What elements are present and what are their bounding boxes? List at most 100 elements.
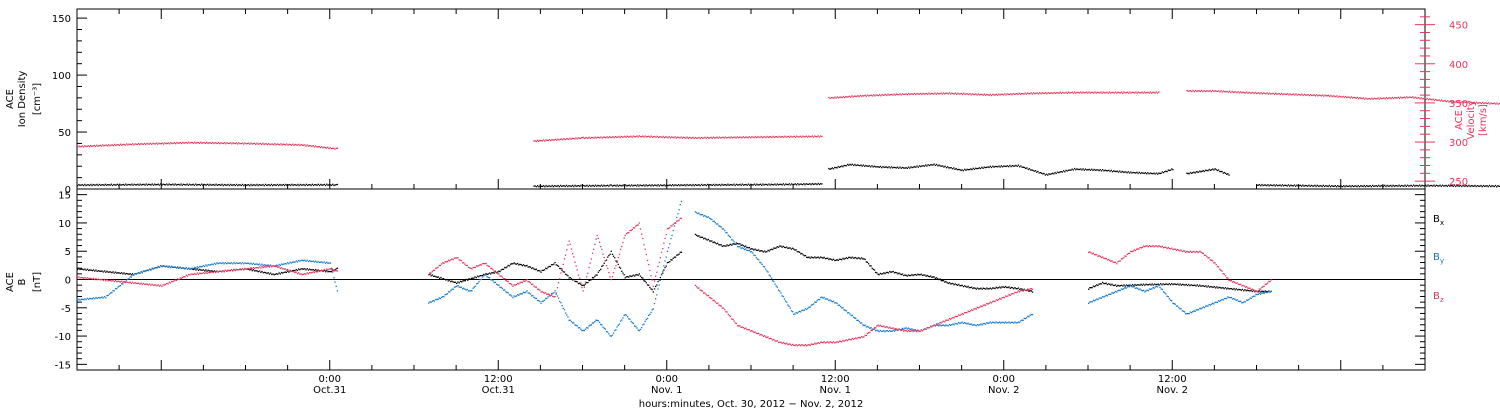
bx-series-point	[284, 271, 286, 273]
velocity-series-point	[1295, 93, 1297, 95]
bx-series-point	[992, 287, 994, 289]
bx-series-point	[512, 263, 514, 265]
ion-density-series-point	[762, 183, 764, 185]
velocity-series-point	[1394, 96, 1396, 99]
ion-density-series-point	[549, 185, 551, 187]
ion-density-series-point	[170, 184, 173, 186]
bx-series-point	[869, 265, 871, 267]
velocity-series-point	[972, 93, 975, 96]
ion-density-series-point	[1257, 184, 1259, 186]
velocity-series-point	[1424, 97, 1426, 100]
bx-series-point	[937, 278, 939, 280]
velocity-series-point	[942, 92, 945, 94]
ion-density-series-point	[1150, 172, 1153, 175]
velocity-series-point	[799, 135, 802, 137]
velocity-series-point	[277, 143, 280, 145]
velocity-series-point	[1220, 90, 1222, 92]
bx-series-point	[118, 272, 120, 274]
ion-density-series-point	[261, 184, 263, 186]
velocity-series-point	[1186, 89, 1188, 92]
ion-density-series-point	[747, 183, 750, 185]
velocity-series-point	[1395, 97, 1397, 99]
bx-series-point	[878, 274, 880, 276]
bx-series-point	[879, 272, 881, 275]
ion-density-series-point	[266, 184, 268, 186]
ion-density-series-point	[652, 185, 654, 187]
bx-series-point	[834, 259, 836, 262]
ion-density-series-point	[98, 183, 100, 186]
velocity-series-point	[1158, 91, 1160, 93]
bx-series-point	[113, 272, 115, 274]
ion-density-series-point	[768, 183, 770, 185]
ion-density-series-point	[1473, 185, 1475, 187]
ion-density-series-point	[1226, 173, 1228, 175]
velocity-series-point	[1132, 91, 1135, 94]
bx-series-point	[948, 282, 951, 284]
ion-density-series-point	[172, 183, 174, 185]
ion-density-series-point	[794, 183, 796, 185]
bx-series-point	[470, 277, 473, 279]
velocity-series-point	[308, 145, 311, 147]
ion-density-series-point	[279, 183, 281, 186]
velocity-series-point	[643, 136, 645, 138]
bx-series-point	[628, 276, 630, 278]
bx-series-point	[257, 271, 259, 273]
ion-density-series-point	[211, 184, 214, 186]
ion-density-series-point	[78, 183, 80, 186]
bx-series-point	[567, 275, 569, 277]
ion-density-series-point	[1491, 185, 1493, 187]
velocity-series-point	[1279, 93, 1282, 96]
bx-series-point	[1201, 285, 1203, 287]
bx-series-point	[525, 265, 527, 267]
ion-density-series-point	[1157, 173, 1159, 175]
ion-density-series-point	[969, 168, 971, 171]
ion-density-series-point	[1130, 171, 1132, 173]
bx-series-point	[765, 251, 767, 253]
bx-series-point	[637, 274, 639, 276]
ion-density-series-point	[1153, 172, 1155, 174]
bx-series-point	[884, 273, 886, 275]
ion-density-series-point	[575, 185, 577, 187]
ion-density-series-point	[1433, 184, 1435, 186]
ion-density-series-point	[1399, 185, 1401, 187]
velocity-series-point	[103, 145, 105, 147]
ion-density-series-point	[616, 184, 618, 186]
ion-density-series-point	[1063, 170, 1065, 172]
by-series-point	[204, 265, 206, 268]
by-series-point	[178, 267, 180, 269]
bx-series-point	[951, 283, 953, 285]
bx-series-point	[467, 279, 469, 281]
velocity-series-point	[844, 97, 846, 99]
velocity-series-point	[195, 142, 197, 144]
bx-series-point	[624, 277, 626, 279]
velocity-series-point	[576, 138, 578, 140]
velocity-series-point	[546, 139, 548, 141]
ion-density-series-point	[1070, 169, 1072, 171]
velocity-series-point	[716, 136, 718, 138]
ion-density-series-point	[1032, 169, 1034, 172]
by-series-point	[95, 296, 97, 299]
ion-density-series-point	[1474, 184, 1476, 187]
velocity-series-point	[1441, 99, 1443, 101]
bx-series-point	[762, 251, 764, 253]
velocity-series-point	[1075, 92, 1077, 94]
velocity-series-point	[329, 146, 331, 149]
ion-density-series-point	[710, 184, 712, 186]
bx-series-point	[930, 275, 932, 277]
velocity-series-point	[728, 136, 730, 138]
velocity-series-point	[930, 92, 932, 95]
ion-density-series-point	[232, 184, 234, 186]
ion-density-series-point	[1138, 171, 1140, 173]
velocity-series-point	[841, 97, 843, 99]
ion-density-series-point	[1015, 164, 1017, 167]
ion-density-series-point	[614, 184, 616, 187]
ion-density-series-point	[1293, 184, 1296, 186]
velocity-series-point	[128, 143, 130, 145]
ion-density-series-point	[157, 183, 159, 185]
velocity-series-point	[938, 93, 940, 95]
velocity-series-point	[612, 136, 614, 138]
velocity-series-point	[886, 94, 888, 97]
bx-series-point	[547, 266, 549, 268]
velocity-series-point	[1411, 97, 1413, 99]
bx-series-point	[880, 273, 883, 275]
